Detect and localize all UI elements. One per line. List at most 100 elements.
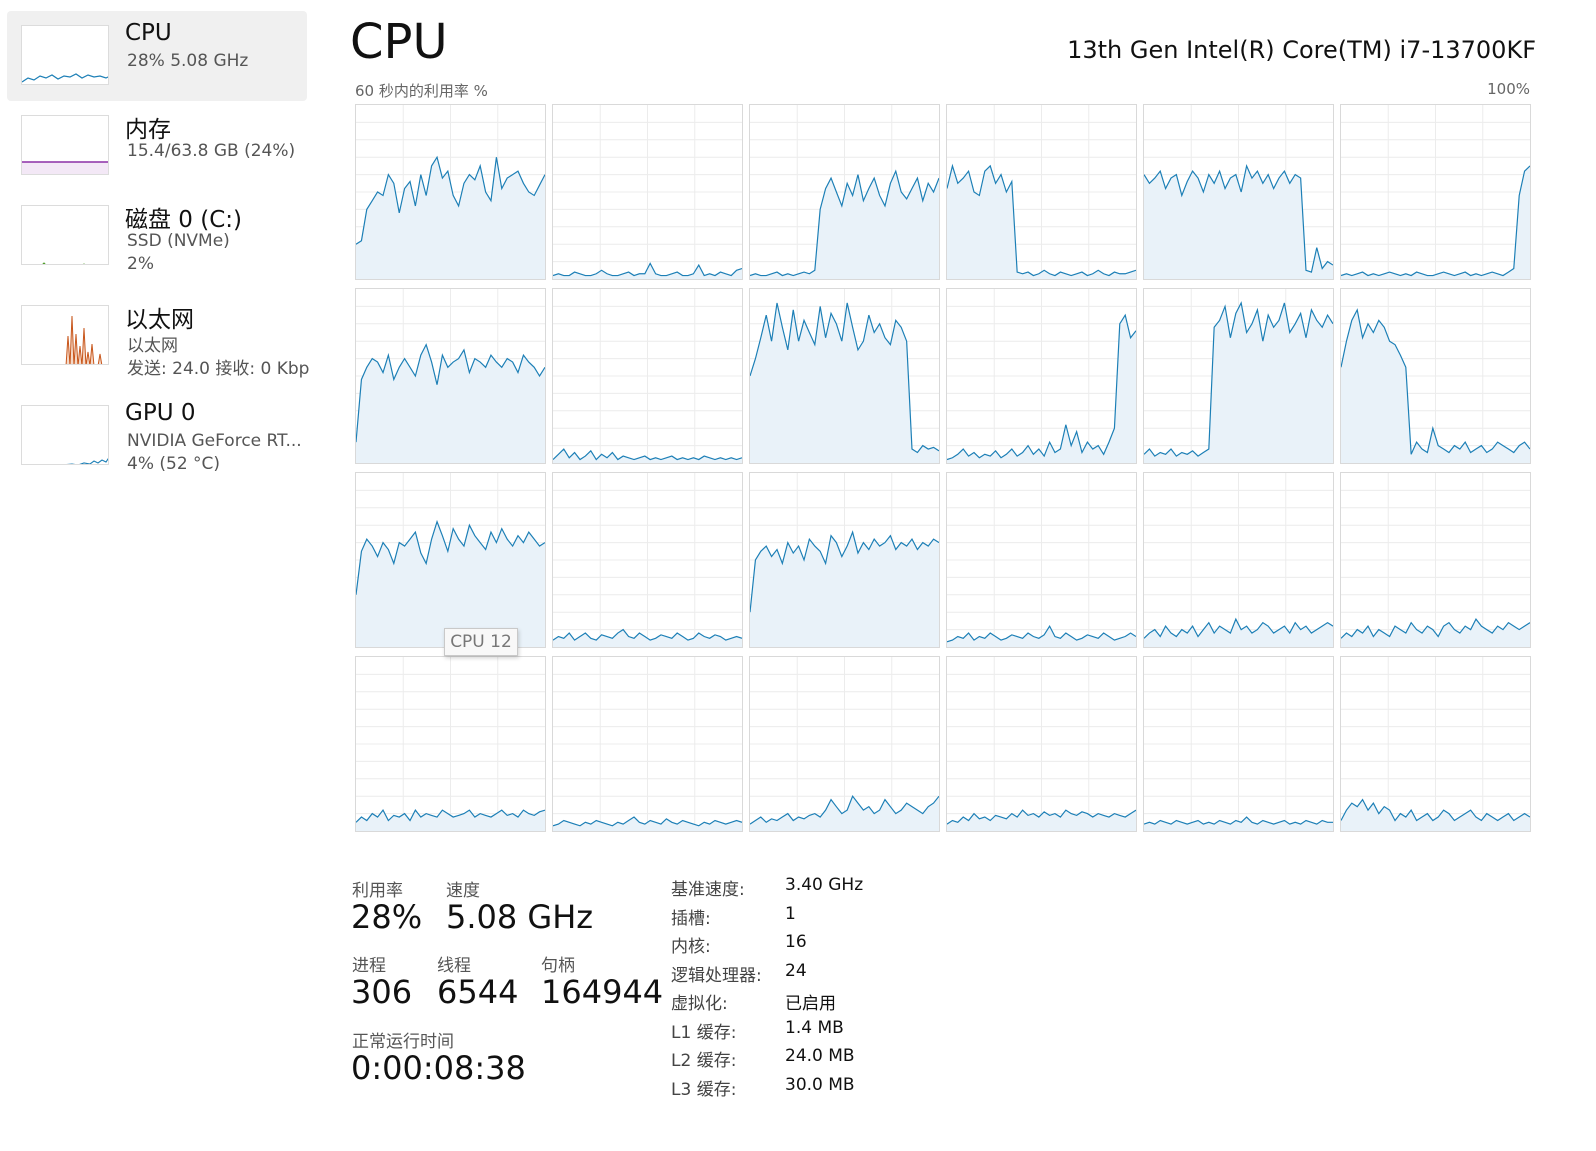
logical-processor-graph[interactable] (1340, 656, 1531, 832)
cpu-usage-chart (553, 289, 742, 463)
usage-line (356, 519, 545, 595)
ethernet-thumbnail-graph (21, 305, 109, 365)
speed-value: 5.08 GHz (446, 898, 594, 936)
disk-thumbnail-graph (21, 205, 109, 265)
usage-line (553, 262, 742, 277)
usage-area (947, 810, 1136, 831)
cpu-usage-chart (1144, 473, 1333, 647)
spec-label-base-speed: 基准速度: (671, 880, 745, 900)
logical-processor-graph[interactable] (1143, 656, 1334, 832)
logical-processor-graph[interactable] (552, 104, 743, 280)
cpu-usage-chart (947, 105, 1136, 279)
usage-line (356, 809, 545, 823)
sidebar-item-disk[interactable]: 磁盘 0 (C:) SSD (NVMe) 2% (7, 191, 307, 281)
sidebar-item-subtitle: 28% 5.08 GHz (127, 51, 249, 71)
sidebar-item-title: GPU 0 (125, 400, 196, 426)
cpu-usage-chart (1341, 105, 1530, 279)
usage-line (1144, 301, 1333, 457)
logical-processor-graph[interactable] (946, 288, 1137, 464)
cpu-usage-chart (1341, 657, 1530, 831)
memory-thumb-line (22, 161, 108, 174)
handles-label: 句柄 (541, 956, 575, 976)
usage-area (750, 171, 939, 279)
processes-label: 进程 (352, 956, 386, 976)
logical-processor-graph[interactable] (1340, 104, 1531, 280)
usage-area (947, 315, 1136, 463)
disk-thumb-line (42, 262, 86, 264)
sidebar-item-title: 以太网 (125, 307, 194, 333)
usage-line (947, 163, 1136, 277)
cpu-usage-chart (356, 473, 545, 647)
usage-line (553, 816, 742, 827)
logical-processor-graph[interactable] (946, 104, 1137, 280)
sidebar-item-gpu[interactable]: GPU 0 NVIDIA GeForce RT... 4% (52 °C) (7, 391, 307, 481)
usage-area (553, 449, 742, 463)
spec-value-l2-cache: 24.0 MB (785, 1046, 855, 1066)
cpu-usage-chart (1341, 289, 1530, 463)
spec-value-base-speed: 3.40 GHz (785, 875, 864, 895)
sidebar-item-ethernet[interactable]: 以太网 以太网 发送: 24.0 接收: 0 Kbp (7, 291, 310, 381)
cpu-usage-chart (750, 657, 939, 831)
logical-processor-graph[interactable] (749, 104, 940, 280)
logical-processor-graph[interactable] (552, 656, 743, 832)
cpu-usage-chart (750, 289, 939, 463)
logical-processor-graph[interactable] (355, 472, 546, 648)
usage-area (356, 157, 545, 279)
spec-value-virtualization: 已启用 (785, 994, 836, 1014)
sidebar-item-title: 内存 (125, 117, 171, 143)
logical-processor-graph[interactable] (1340, 288, 1531, 464)
logical-processor-graph[interactable] (749, 656, 940, 832)
logical-processor-graph[interactable] (1143, 472, 1334, 648)
usage-area (553, 817, 742, 831)
logical-processor-graph[interactable] (749, 472, 940, 648)
logical-processor-graph-grid[interactable] (355, 104, 1531, 836)
logical-processor-graph[interactable] (355, 656, 546, 832)
cpu-usage-chart (750, 473, 939, 647)
logical-processor-graph[interactable] (552, 472, 743, 648)
utilization-label: 利用率 (352, 881, 403, 901)
cpu-usage-chart (1341, 473, 1530, 647)
logical-processor-graph[interactable] (1143, 288, 1334, 464)
usage-line (553, 448, 742, 461)
spec-label-l1-cache: L1 缓存: (671, 1023, 737, 1043)
uptime-value: 0:00:08:38 (351, 1049, 526, 1087)
usage-line (553, 628, 742, 641)
cpu-model-name: 13th Gen Intel(R) Core(TM) i7-13700KF (1067, 36, 1536, 64)
logical-processor-graph[interactable] (946, 472, 1137, 648)
spec-label-cores: 内核: (671, 937, 711, 957)
sidebar-item-subtitle: 15.4/63.8 GB (24%) (127, 141, 296, 161)
logical-processor-graph[interactable] (355, 288, 546, 464)
cpu-tooltip: CPU 12 (444, 628, 518, 656)
usage-area (1144, 619, 1333, 647)
logical-processor-graph[interactable] (1143, 104, 1334, 280)
cpu-usage-chart (356, 105, 545, 279)
logical-processor-graph[interactable] (946, 656, 1137, 832)
memory-thumbnail-graph (21, 115, 109, 175)
sidebar-item-detail: 发送: 24.0 接收: 0 Kbp (127, 359, 310, 379)
cpu-usage-chart (1144, 657, 1333, 831)
sidebar-item-memory[interactable]: 内存 15.4/63.8 GB (24%) (7, 101, 307, 191)
sidebar-item-title: CPU (125, 20, 172, 46)
spec-value-l1-cache: 1.4 MB (785, 1018, 844, 1038)
logical-processor-graph[interactable] (552, 288, 743, 464)
usage-line (356, 155, 545, 245)
logical-processor-graph[interactable] (749, 288, 940, 464)
usage-line (1144, 816, 1333, 825)
sidebar-item-title: 磁盘 0 (C:) (125, 207, 243, 233)
usage-area (553, 629, 742, 647)
spec-value-logical-processors: 24 (785, 961, 807, 981)
usage-area (750, 302, 939, 463)
logical-processor-graph[interactable] (355, 104, 546, 280)
spec-value-sockets: 1 (785, 904, 796, 924)
cpu-usage-chart (356, 657, 545, 831)
processes-value: 306 (351, 973, 413, 1011)
ethernet-thumb-line (65, 315, 103, 364)
usage-line (750, 302, 939, 454)
logical-processor-graph[interactable] (1340, 472, 1531, 648)
usage-area (750, 532, 939, 647)
usage-area (1341, 309, 1530, 463)
sidebar-item-cpu[interactable]: CPU 28% 5.08 GHz (7, 11, 307, 101)
cpu-usage-chart (553, 105, 742, 279)
usage-area (947, 165, 1136, 279)
cpu-usage-chart (947, 657, 1136, 831)
